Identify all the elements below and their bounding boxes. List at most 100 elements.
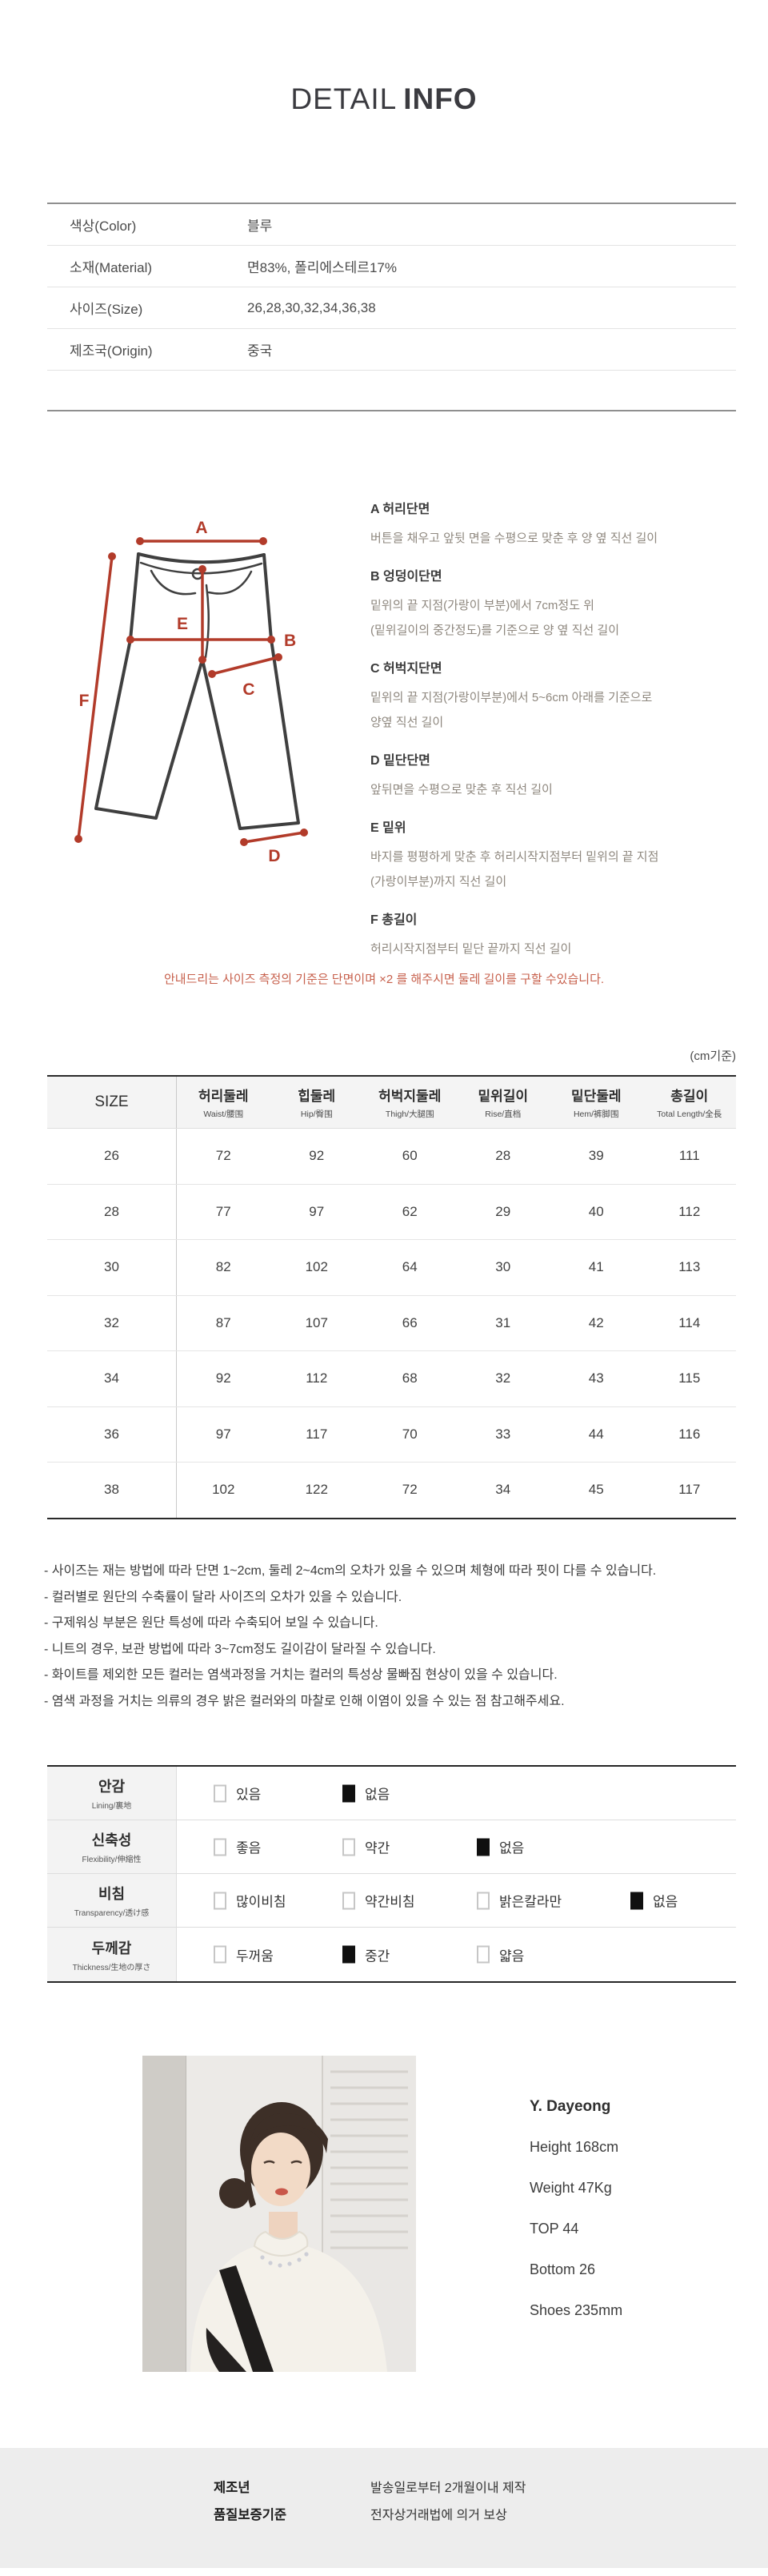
size-cell: 70: [402, 1426, 418, 1442]
size-row: 26 72 92 60 28 39 111: [47, 1129, 736, 1185]
size-cell: 66: [402, 1314, 418, 1330]
model-spec-line: Bottom 26: [530, 2261, 596, 2277]
size-cell: 44: [588, 1426, 604, 1442]
size-col-header: 허리둘레 Waist/腰围: [177, 1077, 270, 1128]
footer-info: 제조년 발송일로부터 2개월이내 제작 품질보증기준 전자상거래법에 의거 보상: [0, 2448, 768, 2568]
attribute-label: 비침 Transparency/透け感: [47, 1874, 177, 1927]
attribute-option: 중간: [342, 1944, 390, 1964]
size-col-main: 밑단둘레: [570, 1089, 622, 1104]
size-table-header: SIZE 허리둘레 Waist/腰围 힙둘레 Hip/臀围 허벅지둘레 Thigh/大腿围…: [47, 1077, 736, 1129]
attribute-option: 좋음: [214, 1837, 261, 1857]
measure-item-desc: 밑위의 끝 지점(가랑이 부분)에서 7cm정도 위: [370, 599, 594, 612]
info-row: 소재(Material) 면83%, 폴리에스테르17%: [47, 246, 736, 287]
page-title-detail: DETAIL: [290, 82, 398, 115]
size-header-size: SIZE: [47, 1077, 177, 1128]
note-line: - 니트의 경우, 보관 방법에 따라 3~7cm정도 길이감이 달라질 수 있…: [44, 1642, 436, 1656]
size-col-header: 총길이 Total Length/全長: [643, 1077, 737, 1128]
attribute-option-label: 있음: [236, 1787, 262, 1803]
size-cell-size: 36: [47, 1406, 177, 1462]
size-cell: 32: [495, 1370, 511, 1386]
checkbox-unchecked-icon: [214, 1945, 226, 1964]
size-cell: 87: [215, 1314, 231, 1330]
size-cell: 122: [305, 1482, 328, 1498]
attribute-options: 좋음 약간 없음: [177, 1820, 736, 1873]
size-cell: 115: [678, 1370, 701, 1386]
attribute-option-label: 약간: [365, 1840, 390, 1856]
size-cell: 28: [495, 1148, 511, 1164]
size-cell: 34: [495, 1482, 511, 1498]
size-cell: 107: [305, 1314, 328, 1330]
size-table-body: 26 72 92 60 28 39 111 28 77 97 62 29 40 112 30 82 102 64 3…: [47, 1129, 736, 1518]
footer-label: 품질보증기준: [214, 2508, 287, 2522]
attribute-row: 안감 Lining/裏地 있음 없음: [47, 1767, 736, 1820]
measure-item-desc: (밑위길이의 중간정도)를 기준으로 양 옆 직선 길이: [370, 624, 619, 637]
pants-measurement-diagram: A B E C D F: [74, 519, 308, 865]
measure-item-desc: 밑위의 끝 지점(가랑이부분)에서 5~6cm 아래를 기준으로: [370, 691, 653, 704]
info-row: 사이즈(Size) 26,28,30,32,34,36,38: [47, 287, 736, 329]
fabric-attributes-table: 안감 Lining/裏地 있음 없음 신축성 Flexibility/伸縮性 좋음 약간 없음 비…: [47, 1765, 736, 1983]
measure-item: F 총길이 허리시작지점부터 밑단 끝까지 직선 길이: [370, 913, 724, 961]
size-cell-size: 30: [47, 1240, 177, 1295]
attribute-label: 두께감 Thickness/生地の厚さ: [47, 1928, 177, 1981]
measure-item-title: B 엉덩이단면: [370, 570, 442, 584]
info-label: 색상(Color): [70, 219, 137, 234]
measure-item-desc: 버튼을 채우고 앞뒷 면을 수평으로 맞춘 후 양 옆 직선 길이: [370, 532, 658, 545]
attribute-option: 밝은칼라만: [477, 1891, 562, 1911]
size-row: 28 77 97 62 29 40 112: [47, 1184, 736, 1240]
model-spec-line: Height 168cm: [530, 2139, 619, 2155]
size-row: 32 87 107 66 31 42 114: [47, 1295, 736, 1351]
checkbox-unchecked-icon: [342, 1892, 355, 1909]
attribute-option-label: 없음: [653, 1894, 678, 1910]
attribute-name-sub: Thickness/生地の厚さ: [72, 1963, 151, 1972]
attribute-option: 얇음: [477, 1944, 524, 1964]
checkbox-unchecked-icon: [214, 1838, 226, 1856]
size-cell: 39: [588, 1148, 604, 1164]
size-cell: 29: [495, 1203, 511, 1219]
size-unit-note: (cm기준): [690, 1049, 736, 1063]
size-col-main: 밑위길이: [478, 1089, 529, 1104]
page-title: DETAIL INFO: [0, 82, 768, 116]
size-cell: 116: [678, 1426, 701, 1442]
info-label: 사이즈(Size): [70, 302, 143, 317]
attribute-options: 많이비침 약간비침 밝은칼라만 없음: [177, 1874, 736, 1927]
size-cell-size: 28: [47, 1184, 177, 1239]
size-cell: 72: [402, 1482, 418, 1498]
size-cell: 117: [678, 1482, 701, 1498]
size-cell: 113: [678, 1259, 701, 1275]
note-line: - 염색 과정을 거치는 의류의 경우 밝은 컬러와의 마찰로 인해 이염이 있…: [44, 1694, 565, 1708]
size-cell-size: 34: [47, 1351, 177, 1406]
size-col-main: 허리둘레: [198, 1089, 249, 1104]
measure-item: C 허벅지단면 밑위의 끝 지점(가랑이부분)에서 5~6cm 아래를 기준으로 양…: [370, 661, 724, 735]
model-specs: Height 168cm Weight 47Kg TOP 44 Bottom 26 Sh…: [530, 2127, 622, 2331]
footer-value: 발송일로부터 2개월이내 제작: [370, 2482, 526, 2495]
checkbox-unchecked-icon: [477, 1892, 490, 1909]
attribute-options: 있음 없음: [177, 1767, 736, 1820]
attribute-option-label: 밝은칼라만: [499, 1894, 562, 1910]
model-spec-line: Shoes 235mm: [530, 2302, 623, 2318]
size-row: 38 102 122 72 34 45 117: [47, 1463, 736, 1518]
measure-item-title: C 허벅지단면: [370, 662, 442, 676]
measure-item-title: E 밑위: [370, 821, 406, 835]
attribute-name-sub: Transparency/透け感: [74, 1909, 150, 1918]
size-table: SIZE 허리둘레 Waist/腰围 힙둘레 Hip/臀围 허벅지둘레 Thigh/大腿围…: [47, 1075, 736, 1519]
size-cell: 68: [402, 1370, 418, 1386]
measurement-descriptions: A 허리단면 버튼을 채우고 앞뒷 면을 수평으로 맞춘 후 양 옆 직선 길이 B…: [370, 502, 724, 980]
measure-item: E 밑위 바지를 평평하게 맞춘 후 허리시작지점부터 밑위의 끝 지점 (가랑이부…: [370, 821, 724, 894]
diagram-label-b: B: [284, 632, 296, 650]
size-col-sub: Hem/裤脚围: [573, 1109, 619, 1119]
attribute-option-label: 두꺼움: [236, 1948, 274, 1964]
size-cell-size: 32: [47, 1295, 177, 1350]
attribute-option: 없음: [630, 1891, 678, 1911]
measurement-note: 안내드리는 사이즈 측정의 기준은 단면이며 ×2 를 해주시면 둘레 길이를 …: [163, 973, 605, 986]
size-col-sub: Total Length/全長: [657, 1109, 722, 1119]
info-label: 제조국(Origin): [70, 343, 153, 359]
measure-item-title: F 총길이: [370, 913, 418, 927]
checkbox-unchecked-icon: [342, 1838, 355, 1856]
size-row: 36 97 117 70 33 44 116: [47, 1406, 736, 1463]
attribute-option-label: 좋음: [236, 1840, 262, 1856]
size-cell: 97: [215, 1426, 231, 1442]
size-cell: 30: [495, 1259, 511, 1275]
attribute-option-label: 중간: [365, 1948, 390, 1964]
attribute-option: 약간비침: [342, 1891, 415, 1911]
